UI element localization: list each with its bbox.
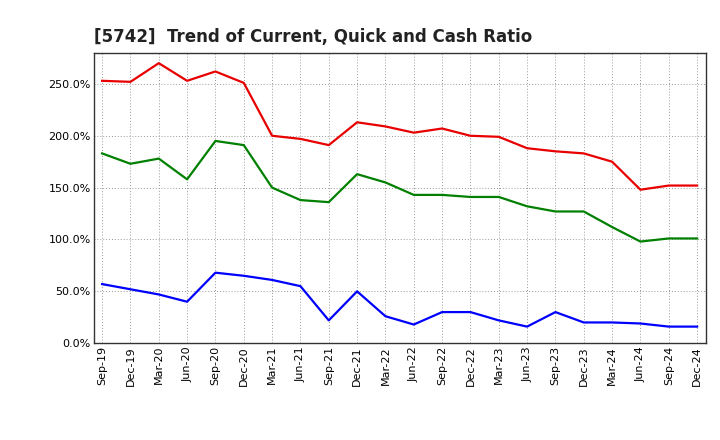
Current Ratio bbox=[551, 149, 559, 154]
Current Ratio bbox=[608, 159, 616, 165]
Current Ratio bbox=[495, 134, 503, 139]
Quick Ratio bbox=[551, 209, 559, 214]
Current Ratio bbox=[211, 69, 220, 74]
Cash Ratio bbox=[98, 282, 107, 287]
Quick Ratio bbox=[495, 194, 503, 200]
Line: Current Ratio: Current Ratio bbox=[102, 63, 697, 190]
Quick Ratio bbox=[296, 198, 305, 203]
Current Ratio bbox=[438, 126, 446, 131]
Quick Ratio bbox=[98, 151, 107, 156]
Quick Ratio bbox=[608, 224, 616, 230]
Quick Ratio bbox=[636, 239, 644, 244]
Current Ratio bbox=[466, 133, 474, 139]
Quick Ratio bbox=[183, 177, 192, 182]
Quick Ratio bbox=[466, 194, 474, 200]
Current Ratio bbox=[636, 187, 644, 192]
Current Ratio bbox=[183, 78, 192, 84]
Current Ratio bbox=[665, 183, 673, 188]
Current Ratio bbox=[693, 183, 701, 188]
Cash Ratio bbox=[466, 309, 474, 315]
Cash Ratio bbox=[693, 324, 701, 329]
Line: Quick Ratio: Quick Ratio bbox=[102, 141, 697, 242]
Cash Ratio bbox=[155, 292, 163, 297]
Cash Ratio bbox=[325, 318, 333, 323]
Quick Ratio bbox=[523, 204, 531, 209]
Quick Ratio bbox=[353, 172, 361, 177]
Cash Ratio bbox=[381, 314, 390, 319]
Cash Ratio bbox=[410, 322, 418, 327]
Cash Ratio bbox=[268, 277, 276, 282]
Cash Ratio bbox=[211, 270, 220, 275]
Cash Ratio bbox=[126, 286, 135, 292]
Quick Ratio bbox=[126, 161, 135, 166]
Text: [5742]  Trend of Current, Quick and Cash Ratio: [5742] Trend of Current, Quick and Cash … bbox=[94, 28, 532, 46]
Quick Ratio bbox=[268, 185, 276, 190]
Quick Ratio bbox=[211, 138, 220, 143]
Quick Ratio bbox=[693, 236, 701, 241]
Current Ratio bbox=[353, 120, 361, 125]
Current Ratio bbox=[155, 61, 163, 66]
Current Ratio bbox=[240, 80, 248, 85]
Cash Ratio bbox=[495, 318, 503, 323]
Quick Ratio bbox=[381, 180, 390, 185]
Current Ratio bbox=[98, 78, 107, 84]
Cash Ratio bbox=[636, 321, 644, 326]
Cash Ratio bbox=[580, 320, 588, 325]
Quick Ratio bbox=[325, 199, 333, 205]
Current Ratio bbox=[268, 133, 276, 139]
Quick Ratio bbox=[410, 192, 418, 198]
Quick Ratio bbox=[438, 192, 446, 198]
Current Ratio bbox=[325, 143, 333, 148]
Cash Ratio bbox=[608, 320, 616, 325]
Current Ratio bbox=[296, 136, 305, 142]
Quick Ratio bbox=[240, 143, 248, 148]
Quick Ratio bbox=[665, 236, 673, 241]
Quick Ratio bbox=[155, 156, 163, 161]
Current Ratio bbox=[580, 151, 588, 156]
Cash Ratio bbox=[296, 283, 305, 289]
Cash Ratio bbox=[240, 273, 248, 279]
Line: Cash Ratio: Cash Ratio bbox=[102, 273, 697, 326]
Cash Ratio bbox=[523, 324, 531, 329]
Current Ratio bbox=[523, 146, 531, 151]
Cash Ratio bbox=[551, 309, 559, 315]
Current Ratio bbox=[410, 130, 418, 136]
Current Ratio bbox=[126, 79, 135, 84]
Cash Ratio bbox=[438, 309, 446, 315]
Current Ratio bbox=[381, 124, 390, 129]
Cash Ratio bbox=[665, 324, 673, 329]
Cash Ratio bbox=[183, 299, 192, 304]
Cash Ratio bbox=[353, 289, 361, 294]
Quick Ratio bbox=[580, 209, 588, 214]
